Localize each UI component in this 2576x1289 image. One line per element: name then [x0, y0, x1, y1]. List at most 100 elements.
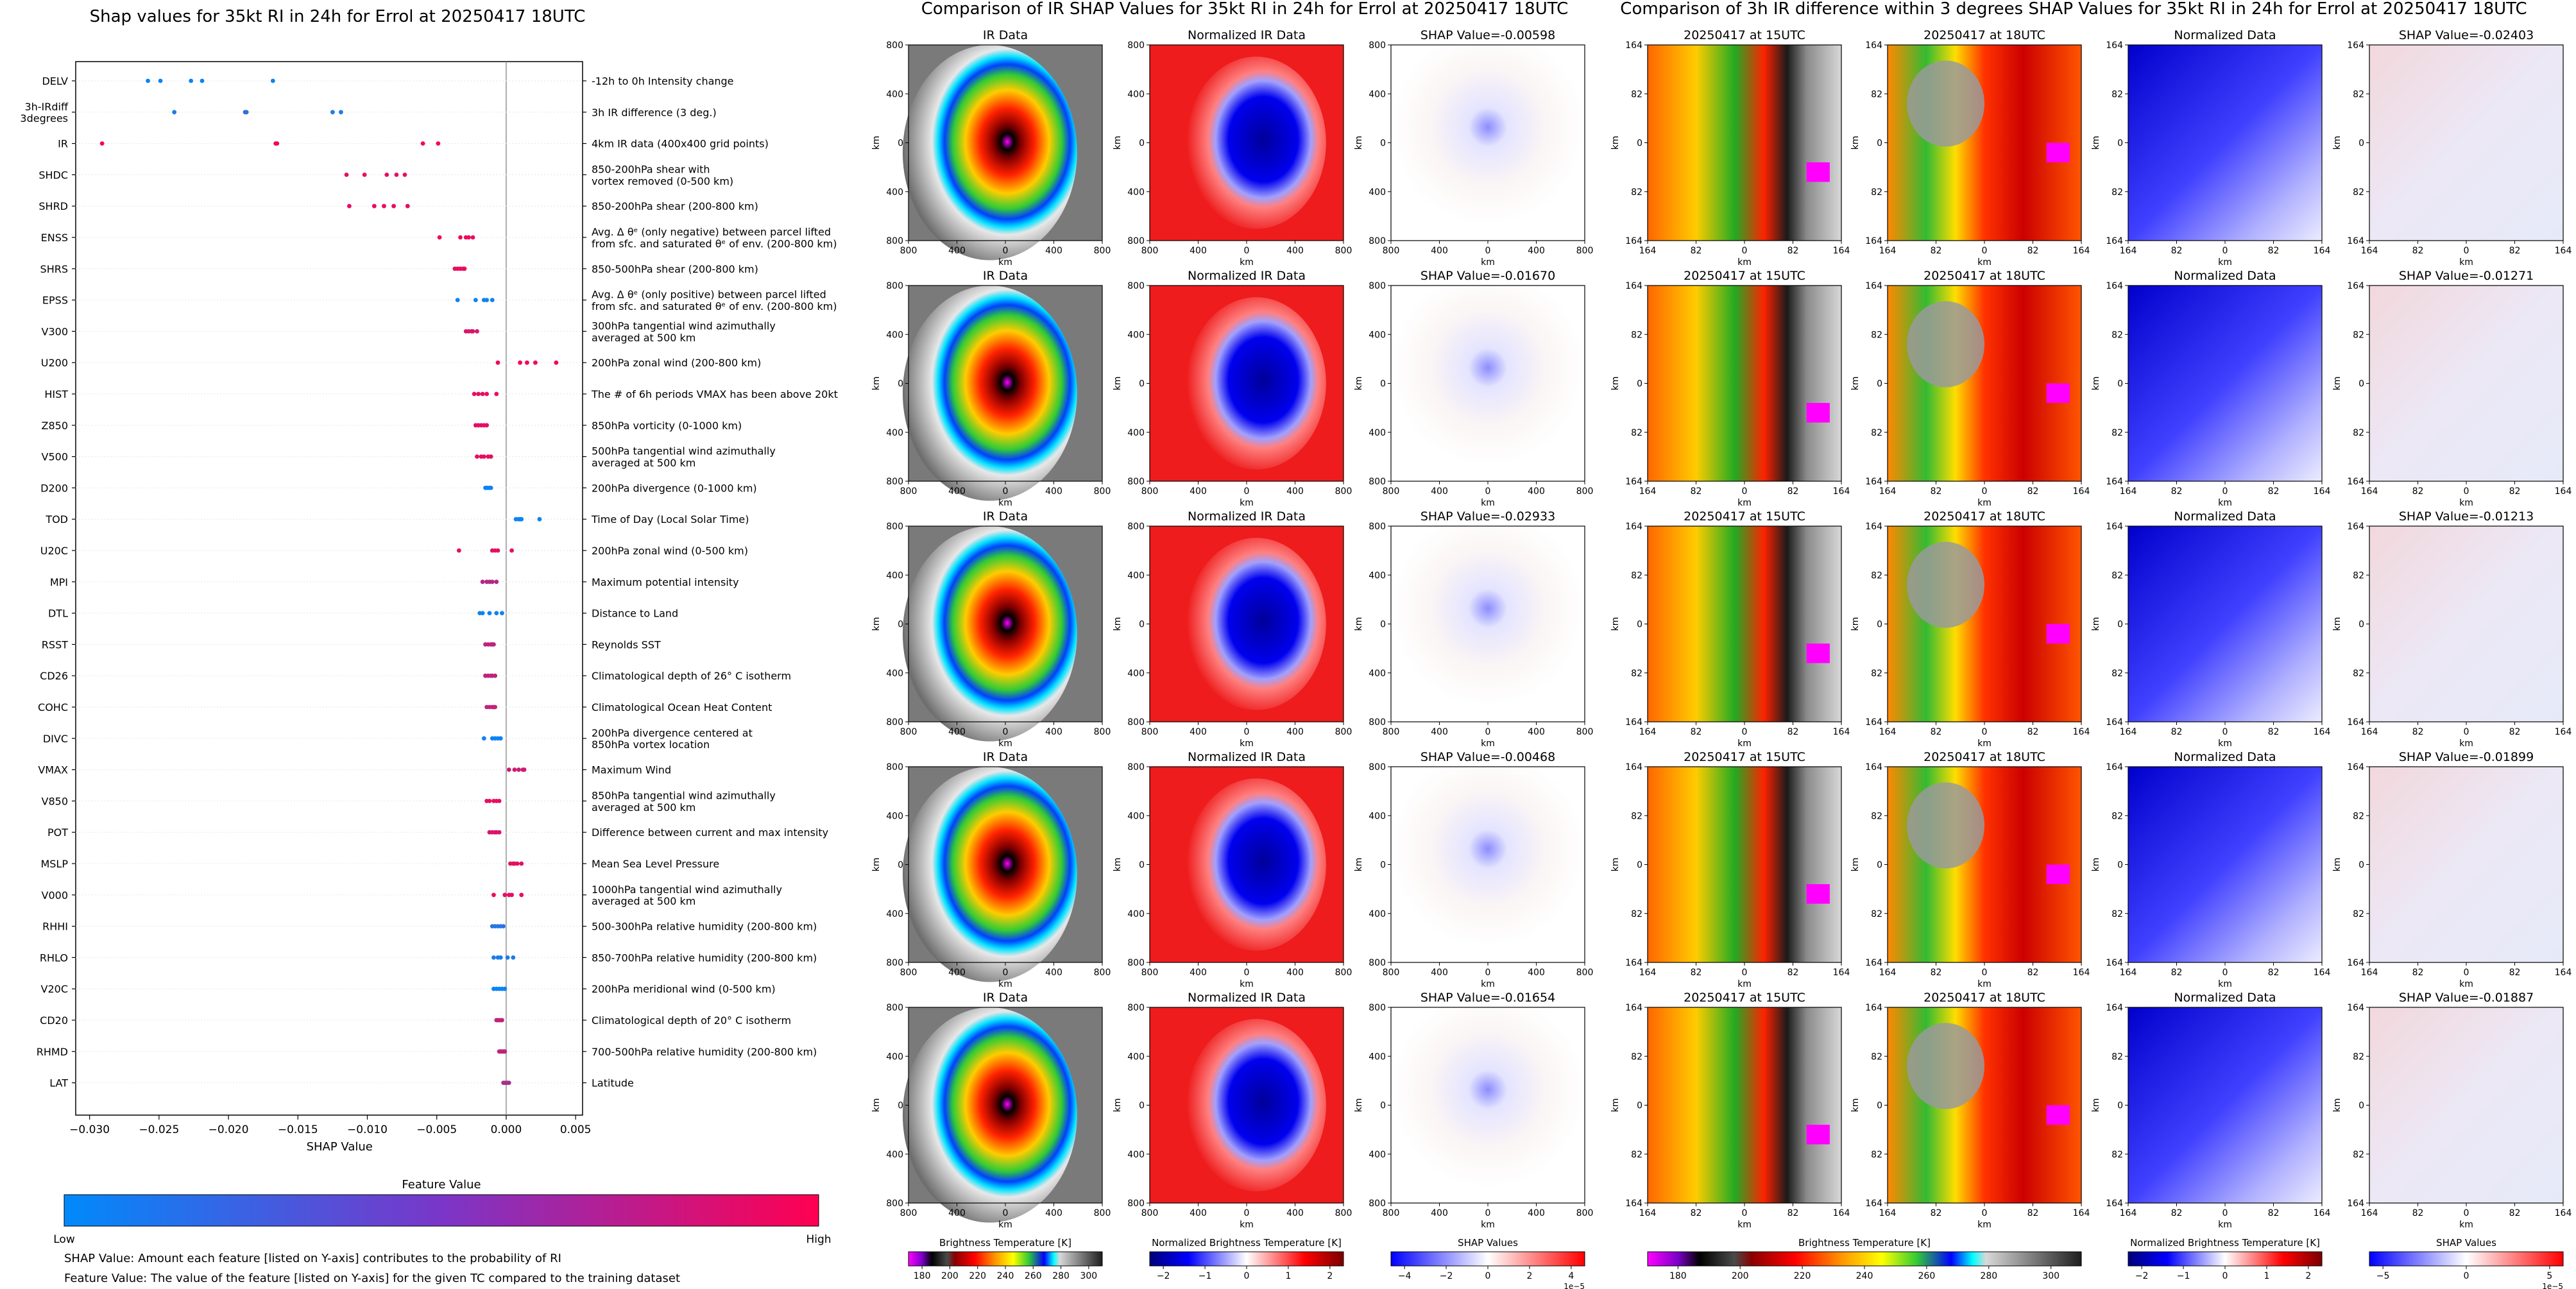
shap-panel-title: SHAP Value=-0.01670	[1420, 269, 1555, 283]
y-tick-label: 164	[2347, 958, 2364, 968]
x-tick-label: 0	[2464, 1208, 2469, 1218]
y-tick-label: 400	[1127, 428, 1145, 438]
x-tick-label: 0	[1742, 246, 1748, 256]
y-axis-label: km	[2332, 377, 2342, 391]
y-tick-label: 0	[1637, 620, 1642, 630]
x-tick-label: 800	[1141, 246, 1159, 256]
y-tick-label: 0	[1380, 379, 1386, 389]
shap-point	[509, 548, 515, 553]
x-axis-label: km	[2459, 979, 2473, 989]
x-tick-label: 800	[1141, 968, 1159, 978]
shap-panel-title: SHAP Value=-0.00598	[1420, 28, 1555, 42]
x-tick-label: 800	[1141, 727, 1159, 737]
x-tick-label: 0	[1485, 968, 1491, 978]
x-tick-label: 0	[1742, 968, 1748, 978]
shap-point	[391, 203, 397, 209]
x-tick-label: 0	[2222, 968, 2228, 978]
y-tick-label: 0	[898, 379, 903, 389]
y-tick-label: 800	[886, 40, 903, 51]
y-tick-label: 400	[1369, 330, 1386, 340]
y-tick-label: 0	[1877, 860, 1882, 871]
heatmap-cell-image	[1887, 525, 2082, 722]
colorbar-tick-label: 180	[914, 1271, 931, 1281]
y-tick-label: 164	[1625, 477, 1642, 487]
shap-point	[344, 173, 349, 177]
y-tick-label: 82	[1871, 187, 1882, 198]
feature-label: VMAX	[38, 764, 68, 776]
x-axis-label: km	[1481, 257, 1495, 268]
x-tick-label: 164	[2073, 246, 2090, 256]
x-tick-label: 82	[1787, 968, 1799, 978]
heatmap-cell-image	[1647, 285, 1842, 482]
y-tick-label: 164	[1625, 1199, 1642, 1209]
x-tick-label: 82	[2027, 1208, 2039, 1218]
shap-point	[518, 360, 523, 365]
colorbar-tick-label: 5	[2546, 1271, 2552, 1281]
x-tick-label: 0	[1485, 727, 1491, 737]
x-tick-label: 0	[1244, 727, 1250, 737]
colorbar-tick-label: 2	[2305, 1271, 2311, 1281]
shap-point	[244, 110, 249, 115]
feature-label: IR	[58, 138, 68, 150]
x-tick-label: 164	[2361, 968, 2378, 978]
heatmap-cell-image	[1390, 766, 1585, 963]
x-tick-label: 0	[2222, 246, 2228, 256]
x-tick-label: 82	[2027, 246, 2039, 256]
x-tick-label: 400	[1431, 246, 1448, 256]
x-tick-label: 164	[2555, 246, 2572, 256]
y-tick-label: 164	[1625, 281, 1642, 291]
y-axis-label: km	[2091, 858, 2101, 872]
feature-description: Latitude	[592, 1077, 634, 1089]
x-axis-label: km	[998, 257, 1012, 268]
x-tick-label: 82	[2509, 968, 2521, 978]
y-tick-label: 0	[1637, 139, 1642, 149]
y-tick-label: 82	[2111, 570, 2123, 581]
y-tick-label: 0	[2358, 379, 2364, 389]
y-tick-label: 0	[2358, 620, 2364, 630]
feature-label: POT	[47, 826, 68, 839]
y-tick-label: 82	[1631, 1052, 1642, 1062]
shap-point	[480, 391, 485, 397]
y-tick-label: 400	[886, 187, 903, 198]
y-tick-label: 400	[886, 428, 903, 438]
x-tick-label: 0	[2222, 727, 2228, 737]
y-tick-label: 0	[898, 860, 903, 871]
heatmap-cell-image	[2128, 285, 2323, 482]
panel-title: IR Data	[983, 750, 1028, 764]
y-axis-label: km	[1610, 377, 1621, 391]
feature-description: 700-500hPa relative humidity (200-800 km…	[592, 1046, 817, 1058]
panel-title: Normalized Data	[2174, 28, 2276, 42]
x-tick-label: 400	[1190, 486, 1207, 497]
x-tick-label: 82	[2027, 968, 2039, 978]
feature-label: Z850	[42, 420, 69, 432]
y-tick-label: 0	[1139, 860, 1145, 871]
y-axis-label: km	[1113, 377, 1123, 391]
x-tick-label: 0	[1003, 968, 1009, 978]
x-tick-label: 400	[1286, 1208, 1304, 1218]
feature-description: Time of Day (Local Solar Time)	[591, 513, 749, 525]
y-tick-label: 800	[1369, 477, 1386, 487]
y-tick-label: 0	[1139, 1101, 1145, 1111]
shap-point	[481, 454, 486, 459]
x-tick-label: 164	[1833, 727, 1850, 737]
x-tick-label: 400	[1286, 727, 1304, 737]
y-tick-label: 82	[1871, 1150, 1882, 1160]
y-tick-label: 800	[1369, 1199, 1386, 1209]
x-tick-label: 82	[1931, 727, 1942, 737]
shap-point	[502, 1049, 508, 1054]
shap-point	[470, 329, 475, 334]
y-tick-label: 800	[1127, 958, 1145, 968]
y-tick-label: 164	[2347, 1199, 2364, 1209]
shap-point	[488, 454, 493, 459]
x-tick-label: 400	[1528, 486, 1545, 497]
y-tick-label: 82	[2111, 909, 2123, 919]
y-tick-label: 800	[1369, 522, 1386, 532]
shap-point	[481, 736, 486, 741]
x-tick-label: 0	[2464, 727, 2469, 737]
shap-point	[480, 579, 485, 585]
x-tick-label: 82	[2268, 486, 2280, 497]
x-tick-label: 800	[1335, 1208, 1352, 1218]
y-tick-label: 82	[1871, 909, 1882, 919]
heatmap-cell-image	[2128, 766, 2323, 963]
y-tick-label: 164	[2106, 958, 2123, 968]
